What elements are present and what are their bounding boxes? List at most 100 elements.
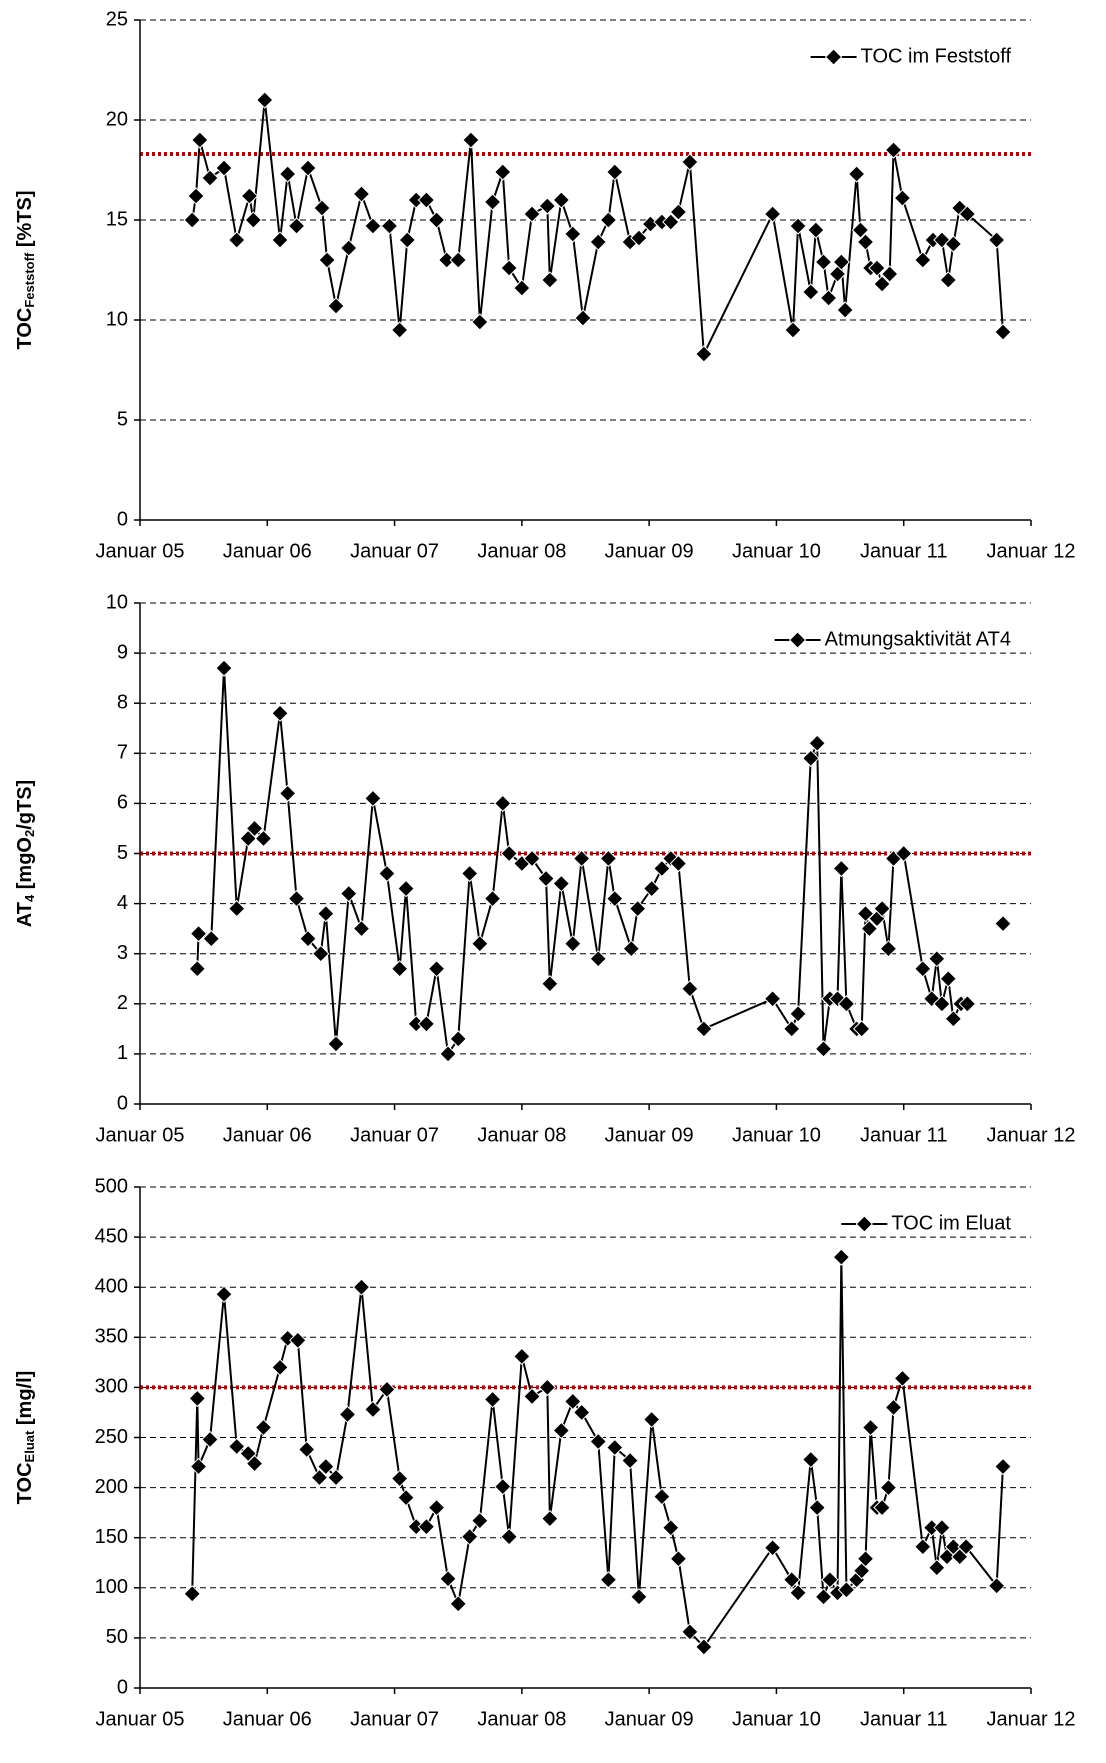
data-point bbox=[364, 1400, 382, 1419]
data-point bbox=[417, 1015, 436, 1033]
data-point bbox=[228, 899, 246, 918]
data-point bbox=[352, 1278, 371, 1296]
y-tick-label: 20 bbox=[106, 108, 128, 130]
data-point bbox=[500, 259, 518, 277]
data-point bbox=[483, 193, 502, 211]
y-axis-label-part: Eluat bbox=[22, 1430, 37, 1462]
y-tick-label: 150 bbox=[95, 1526, 128, 1548]
data-point bbox=[380, 217, 399, 235]
data-point bbox=[814, 1588, 833, 1606]
data-point bbox=[298, 1440, 316, 1459]
y-axis-label-part: TOC bbox=[14, 1462, 36, 1504]
data-point bbox=[856, 1550, 875, 1568]
series-line bbox=[191, 99, 1004, 358]
y-tick-label: 15 bbox=[106, 208, 128, 230]
data-point bbox=[378, 864, 396, 883]
data-point bbox=[819, 289, 838, 307]
data-point bbox=[681, 980, 699, 998]
data-point bbox=[271, 704, 289, 722]
y-axis-label-part: [mg/l] bbox=[14, 1371, 36, 1431]
data-point bbox=[397, 1488, 415, 1507]
data-point bbox=[183, 1585, 201, 1603]
data-point bbox=[589, 950, 607, 968]
data-point bbox=[621, 1451, 639, 1470]
y-tick-label: 500 bbox=[95, 1175, 128, 1197]
data-point bbox=[695, 1020, 713, 1038]
data-point bbox=[944, 1010, 963, 1028]
x-tick-label: Januar 05 bbox=[96, 540, 185, 562]
y-tick-label: 5 bbox=[117, 408, 128, 430]
data-point bbox=[802, 283, 820, 301]
y-tick-label: 0 bbox=[117, 1092, 128, 1114]
data-point bbox=[278, 784, 297, 803]
data-point bbox=[552, 191, 571, 209]
data-point bbox=[861, 1418, 880, 1437]
data-point bbox=[914, 251, 932, 269]
data-point bbox=[483, 1390, 502, 1409]
data-point bbox=[541, 271, 559, 289]
data-point bbox=[191, 131, 209, 149]
data-point bbox=[669, 1550, 688, 1568]
data-point bbox=[881, 265, 899, 283]
legend-marker bbox=[824, 48, 843, 66]
data-point bbox=[327, 297, 345, 315]
data-point bbox=[606, 1438, 624, 1457]
y-tick-label: 4 bbox=[117, 892, 128, 914]
data-point bbox=[642, 879, 661, 898]
data-point bbox=[572, 1403, 591, 1422]
data-point bbox=[836, 301, 854, 319]
y-tick-label: 0 bbox=[117, 508, 128, 530]
data-point bbox=[958, 205, 977, 223]
legend-label: TOC im Feststoff bbox=[861, 45, 1012, 67]
x-tick-label: Januar 07 bbox=[350, 540, 439, 562]
data-point bbox=[606, 163, 624, 181]
data-point bbox=[538, 197, 557, 215]
data-point bbox=[460, 864, 479, 883]
data-point bbox=[352, 919, 371, 938]
x-tick-label: Januar 07 bbox=[350, 1708, 439, 1730]
data-point bbox=[541, 1509, 559, 1528]
data-point bbox=[628, 899, 647, 918]
data-point bbox=[763, 1539, 782, 1557]
data-point bbox=[552, 874, 571, 893]
data-point bbox=[256, 91, 274, 109]
data-point bbox=[245, 819, 264, 838]
data-point bbox=[814, 253, 833, 271]
data-point bbox=[327, 1468, 345, 1487]
y-axis-label-part: AT bbox=[14, 902, 36, 927]
y-tick-label: 0 bbox=[117, 1676, 128, 1698]
data-point bbox=[287, 217, 306, 235]
data-point bbox=[873, 275, 891, 293]
data-point bbox=[630, 1588, 648, 1606]
data-point bbox=[538, 1378, 557, 1397]
data-point bbox=[310, 1468, 329, 1487]
data-point bbox=[417, 191, 436, 209]
data-point bbox=[271, 231, 289, 249]
data-point bbox=[188, 960, 206, 978]
y-tick-label: 10 bbox=[106, 591, 128, 613]
data-point bbox=[832, 859, 851, 878]
data-point bbox=[201, 1430, 219, 1449]
data-point bbox=[513, 1347, 531, 1366]
x-tick-label: Januar 11 bbox=[860, 540, 947, 562]
data-point bbox=[933, 1518, 951, 1537]
series-line bbox=[191, 1257, 1004, 1649]
data-point bbox=[417, 1517, 436, 1536]
data-point bbox=[427, 1498, 446, 1517]
data-point bbox=[847, 165, 866, 183]
data-point bbox=[254, 829, 273, 848]
x-tick-label: Januar 10 bbox=[732, 1124, 821, 1146]
data-point bbox=[187, 187, 205, 205]
data-point bbox=[893, 1369, 912, 1388]
y-tick-label: 450 bbox=[95, 1225, 128, 1247]
data-point bbox=[572, 849, 591, 868]
data-point bbox=[957, 1538, 975, 1556]
y-tick-label: 5 bbox=[117, 842, 128, 864]
data-point bbox=[789, 1584, 807, 1602]
x-tick-label: Januar 08 bbox=[477, 1708, 566, 1730]
data-point bbox=[427, 960, 446, 978]
data-point bbox=[188, 1389, 206, 1408]
data-point bbox=[189, 924, 208, 943]
